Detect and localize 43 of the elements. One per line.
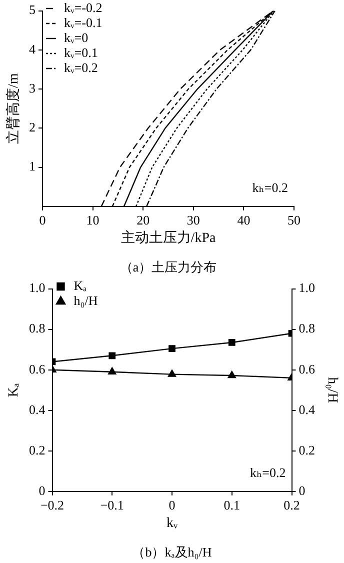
y2-tick-label: 0.4: [298, 402, 316, 417]
x-tick-label: 10: [86, 212, 100, 228]
y-tick-label: 1: [29, 158, 36, 174]
text: （b）kₐ及h₀/H: [132, 544, 212, 560]
legend-label: kᵥ=-0.1: [64, 14, 102, 30]
y2-tick-label: 0.2: [298, 442, 315, 458]
legend-label: kᵥ=0.2: [64, 60, 98, 75]
y2-tick-label: 0.6: [298, 361, 316, 376]
x-tick-label: 30: [186, 212, 200, 228]
y-tick-label: 0.4: [29, 402, 46, 417]
y-tick-label: 0.2: [29, 442, 46, 458]
legend-label: h₀/H: [74, 292, 98, 308]
y-tick-label: 2: [29, 120, 36, 135]
y-tick-label: 4: [29, 41, 36, 56]
y-tick-label: 3: [29, 80, 36, 96]
x-tick-label: 40: [237, 212, 250, 228]
annotation: kₕ=0.2: [250, 464, 286, 480]
text: （a）土压力分布: [120, 259, 217, 274]
x-tick-label: 0.2: [284, 498, 300, 513]
x-tick-label: 50: [288, 212, 300, 228]
legend-label: kᵥ=0.1: [64, 44, 98, 60]
x-axis-title: 主动土压力/kPa: [120, 230, 216, 246]
y-tick-label: 0: [38, 482, 46, 498]
legend-label: kᵥ=0: [64, 30, 88, 45]
x-axis-title: kᵥ: [166, 516, 178, 532]
y2-tick-label: 1.0: [298, 280, 315, 296]
y2-tick-label: 0.8: [298, 320, 315, 336]
y-tick-label: 5: [29, 2, 36, 18]
y-tick-label: 0.8: [29, 320, 46, 336]
legend-label: Kₐ: [74, 278, 88, 293]
x-tick-label: 0: [168, 498, 176, 513]
x-tick-label: 0.1: [224, 498, 240, 513]
y2-tick-label: 0: [298, 482, 306, 498]
y-axis-title: 立臂高度/m: [6, 73, 22, 144]
y-tick-label: 1.0: [29, 280, 46, 296]
x-tick-label: −0.2: [40, 498, 64, 513]
x-tick-label: −0.1: [100, 498, 124, 513]
y-axis-title: Kₐ: [6, 382, 22, 398]
y-tick-label: 0.6: [29, 361, 46, 376]
annotation: kₕ=0.2: [252, 180, 288, 195]
x-tick-label: 20: [136, 212, 150, 228]
legend-label: kᵥ=-0.2: [64, 0, 102, 15]
y2-axis-title: h₀/H: [324, 377, 340, 404]
